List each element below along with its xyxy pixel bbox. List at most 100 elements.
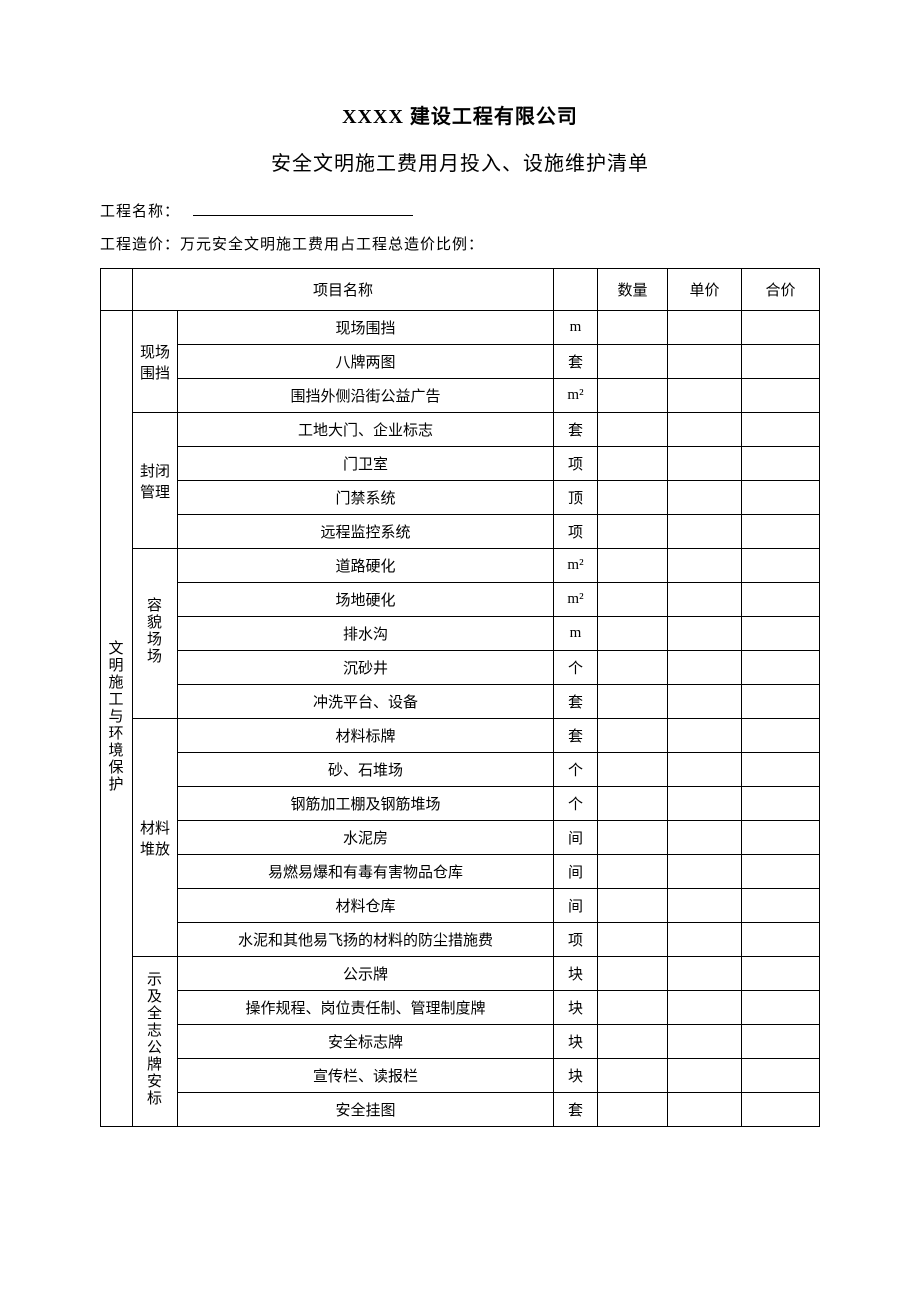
item-qty — [598, 583, 668, 617]
table-row: 排水沟m — [101, 617, 820, 651]
item-unit: 间 — [554, 855, 598, 889]
header-unit-blank — [554, 269, 598, 311]
item-unit-price — [668, 515, 742, 549]
item-qty — [598, 413, 668, 447]
item-unit: 项 — [554, 923, 598, 957]
item-unit: m² — [554, 583, 598, 617]
item-unit: 块 — [554, 1025, 598, 1059]
item-unit: m — [554, 311, 598, 345]
item-total — [742, 753, 820, 787]
category-2: 容貌场场 — [133, 549, 178, 719]
item-total — [742, 413, 820, 447]
item-qty — [598, 617, 668, 651]
item-qty — [598, 855, 668, 889]
item-unit: 间 — [554, 821, 598, 855]
table-row: 易燃易爆和有毒有害物品仓库间 — [101, 855, 820, 889]
item-unit-price — [668, 549, 742, 583]
item-unit-price — [668, 821, 742, 855]
item-total — [742, 923, 820, 957]
item-unit-price — [668, 1093, 742, 1127]
item-total — [742, 889, 820, 923]
item-qty — [598, 923, 668, 957]
item-unit: 顶 — [554, 481, 598, 515]
item-total — [742, 651, 820, 685]
item-unit: m² — [554, 379, 598, 413]
item-total — [742, 787, 820, 821]
item-name: 现场围挡 — [178, 311, 554, 345]
table-row: 材料仓库间 — [101, 889, 820, 923]
item-name: 道路硬化 — [178, 549, 554, 583]
item-qty — [598, 719, 668, 753]
header-unit-price: 单价 — [668, 269, 742, 311]
item-name: 工地大门、企业标志 — [178, 413, 554, 447]
item-name: 场地硬化 — [178, 583, 554, 617]
project-name-line: 工程名称： — [100, 200, 820, 221]
item-unit-price — [668, 413, 742, 447]
item-total — [742, 481, 820, 515]
item-name: 水泥房 — [178, 821, 554, 855]
item-unit-price — [668, 787, 742, 821]
item-unit-price — [668, 957, 742, 991]
page: XXXX 建设工程有限公司 安全文明施工费用月投入、设施维护清单 工程名称： 工… — [0, 0, 920, 1187]
item-total — [742, 957, 820, 991]
table-row: 水泥房间 — [101, 821, 820, 855]
item-total — [742, 379, 820, 413]
item-qty — [598, 515, 668, 549]
item-unit-price — [668, 311, 742, 345]
item-unit: 项 — [554, 515, 598, 549]
table-row: 冲洗平台、设备套 — [101, 685, 820, 719]
item-unit-price — [668, 1025, 742, 1059]
table-row: 安全挂图套 — [101, 1093, 820, 1127]
item-unit: 个 — [554, 651, 598, 685]
item-name: 砂、石堆场 — [178, 753, 554, 787]
item-name: 材料仓库 — [178, 889, 554, 923]
item-name: 安全挂图 — [178, 1093, 554, 1127]
item-unit-price — [668, 685, 742, 719]
item-total — [742, 855, 820, 889]
item-qty — [598, 481, 668, 515]
title-line-1: XXXX 建设工程有限公司 — [100, 100, 820, 129]
table-row: 砂、石堆场个 — [101, 753, 820, 787]
table-row: 封闭管理工地大门、企业标志套 — [101, 413, 820, 447]
table-row: 门禁系统顶 — [101, 481, 820, 515]
item-qty — [598, 991, 668, 1025]
category-1: 文明施工与环境保护 — [101, 311, 133, 1127]
item-unit-price — [668, 617, 742, 651]
item-unit: 个 — [554, 787, 598, 821]
item-name: 宣传栏、读报栏 — [178, 1059, 554, 1093]
item-unit: 套 — [554, 719, 598, 753]
item-unit-price — [668, 991, 742, 1025]
item-total — [742, 583, 820, 617]
item-total — [742, 685, 820, 719]
category-2: 材料堆放 — [133, 719, 178, 957]
item-name: 排水沟 — [178, 617, 554, 651]
table-row: 材料堆放材料标牌套 — [101, 719, 820, 753]
table-row: 场地硬化m² — [101, 583, 820, 617]
item-unit-price — [668, 345, 742, 379]
item-unit: 项 — [554, 447, 598, 481]
item-total — [742, 549, 820, 583]
item-qty — [598, 957, 668, 991]
project-name-underline — [193, 201, 413, 216]
item-total — [742, 1025, 820, 1059]
cost-table: 项目名称数量单价合价文明施工与环境保护现场围挡现场围挡m八牌两图套围挡外侧沿街公… — [100, 268, 820, 1127]
item-unit-price — [668, 481, 742, 515]
item-unit: 套 — [554, 1093, 598, 1127]
header-qty: 数量 — [598, 269, 668, 311]
item-qty — [598, 787, 668, 821]
table-row: 文明施工与环境保护现场围挡现场围挡m — [101, 311, 820, 345]
table-row: 远程监控系统项 — [101, 515, 820, 549]
item-unit-price — [668, 855, 742, 889]
table-row: 沉砂井个 — [101, 651, 820, 685]
item-total — [742, 617, 820, 651]
project-cost-line: 工程造价：万元安全文明施工费用占工程总造价比例： — [100, 233, 820, 254]
item-qty — [598, 889, 668, 923]
item-unit: 块 — [554, 1059, 598, 1093]
item-unit-price — [668, 379, 742, 413]
item-unit-price — [668, 447, 742, 481]
item-total — [742, 821, 820, 855]
item-name: 门禁系统 — [178, 481, 554, 515]
item-name: 公示牌 — [178, 957, 554, 991]
item-qty — [598, 753, 668, 787]
item-name: 钢筋加工棚及钢筋堆场 — [178, 787, 554, 821]
